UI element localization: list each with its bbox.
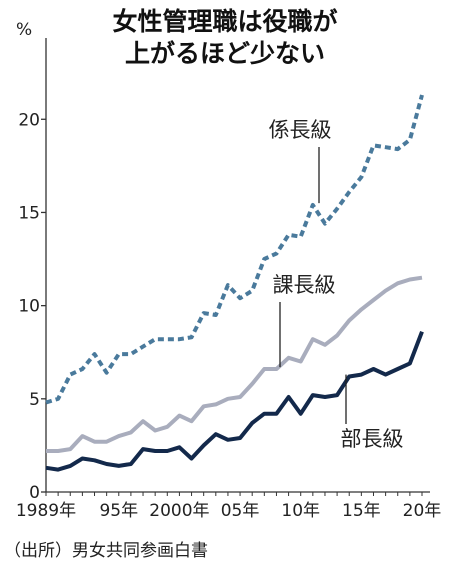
x-tick-label: 10年 bbox=[281, 501, 320, 521]
series-line-2 bbox=[46, 275, 423, 453]
x-tick-label: 1989年 bbox=[16, 501, 76, 521]
series-label: 課長級 bbox=[273, 273, 336, 297]
x-tick-labels: 1989年 95年 2000年 05年 10年 15年 20年 bbox=[16, 501, 441, 521]
y-tick-label: 15 bbox=[18, 203, 40, 223]
series-label: 係長級 bbox=[269, 118, 332, 142]
y-axis-unit: % bbox=[16, 20, 32, 40]
source-note: （出所）男女共同参画白書 bbox=[4, 541, 208, 561]
y-tick-label: 5 bbox=[29, 390, 40, 410]
axes bbox=[41, 38, 430, 496]
x-tick-label: 20年 bbox=[403, 501, 442, 521]
x-tick-label: 05年 bbox=[221, 501, 260, 521]
x-tick-label: 15年 bbox=[342, 501, 381, 521]
series-line-3 bbox=[45, 330, 424, 472]
y-tick-labels: 0 5 10 15 20 bbox=[18, 110, 40, 503]
chart-title-line-1: 女性管理職は役職が bbox=[112, 7, 337, 36]
chart-title-line-2: 上がるほど少ない bbox=[125, 39, 325, 68]
series-lines bbox=[45, 94, 424, 472]
y-tick-label: 20 bbox=[18, 110, 40, 130]
series-line-1 bbox=[45, 94, 424, 405]
x-tick-label: 95年 bbox=[99, 501, 138, 521]
series-label: 部長級 bbox=[341, 427, 404, 451]
y-tick-label: 10 bbox=[18, 297, 40, 317]
y-tick-label: 0 bbox=[29, 483, 40, 503]
x-tick-label: 2000年 bbox=[149, 501, 209, 521]
